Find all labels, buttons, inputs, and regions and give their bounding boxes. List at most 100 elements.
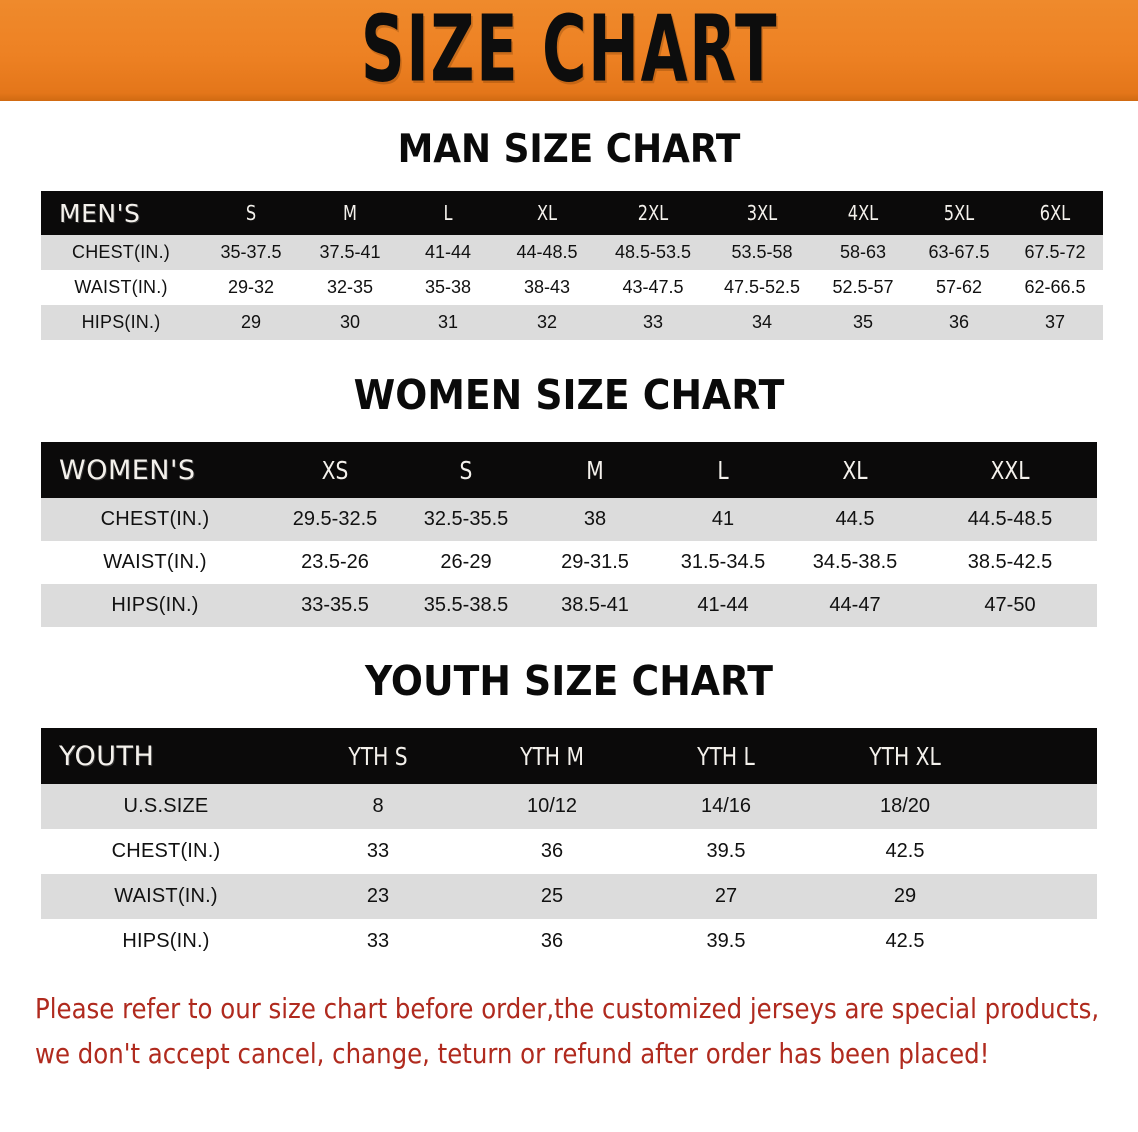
youth-size-column-header: YTH L bbox=[697, 741, 755, 771]
men-size-column-header: 3XL bbox=[746, 201, 778, 225]
men-measurement-cell: 63-67.5 bbox=[928, 242, 990, 262]
youth-cell-spacer bbox=[997, 784, 1097, 829]
women-measurement-cell: 38.5-42.5 bbox=[967, 551, 1053, 573]
women-measurement-cell: 44-47 bbox=[829, 594, 881, 616]
table-row: HIPS(IN.) 33-35.5 35.5-38.5 38.5-41 41-44 44-… bbox=[41, 584, 1097, 627]
men-measurement-cell: 31 bbox=[437, 312, 459, 332]
youth-measurement-cell: 23 bbox=[366, 885, 390, 907]
youth-measurement-cell: 8 bbox=[372, 795, 384, 817]
men-row-label: WAIST(IN.) bbox=[74, 277, 168, 297]
men-measurement-cell: 52.5-57 bbox=[832, 277, 894, 297]
men-measurement-cell: 58-63 bbox=[839, 242, 887, 262]
women-size-column-header: XS bbox=[321, 455, 349, 485]
man-section-title: MAN SIZE CHART bbox=[397, 127, 741, 172]
youth-measurement-cell: 36 bbox=[540, 840, 564, 862]
youth-measurement-cell: 33 bbox=[366, 930, 390, 952]
disclaimer-line-2: we don't accept cancel, change, teturn o… bbox=[35, 1037, 990, 1070]
women-measurement-cell: 33-35.5 bbox=[301, 594, 369, 616]
women-measurement-cell: 41 bbox=[711, 508, 735, 530]
table-row: CHEST(IN.) 33 36 39.5 42.5 bbox=[41, 829, 1097, 874]
women-header-row: WOMEN'S XS S M L XL XXL bbox=[41, 442, 1097, 498]
men-measurement-cell: 32-35 bbox=[326, 277, 374, 297]
men-measurement-cell: 35 bbox=[852, 312, 874, 332]
youth-measurement-cell: 42.5 bbox=[885, 840, 925, 862]
men-row-label: HIPS(IN.) bbox=[81, 312, 161, 332]
men-measurement-cell: 53.5-58 bbox=[731, 242, 793, 262]
table-row: WAIST(IN.) 29-32 32-35 35-38 38-43 43-47.5 47.… bbox=[41, 270, 1103, 305]
women-header-label: WOMEN'S bbox=[59, 454, 196, 486]
youth-measurement-cell: 29 bbox=[893, 885, 917, 907]
youth-measurement-cell: 36 bbox=[540, 930, 564, 952]
men-table-body: MEN'S S M L XL 2XL 3XL 4XL 5XL 6XL CHEST(IN.) 35-37… bbox=[41, 191, 1103, 340]
table-row: WAIST(IN.) 23 25 27 29 bbox=[41, 874, 1097, 919]
men-header-row: MEN'S S M L XL 2XL 3XL 4XL 5XL 6XL bbox=[41, 191, 1103, 235]
women-measurement-cell: 38 bbox=[583, 508, 607, 530]
men-size-column-header: 4XL bbox=[847, 201, 879, 225]
women-row-label: WAIST(IN.) bbox=[103, 551, 207, 573]
women-measurement-cell: 34.5-38.5 bbox=[812, 551, 898, 573]
men-measurement-cell: 35-38 bbox=[424, 277, 472, 297]
women-measurement-cell: 47-50 bbox=[984, 594, 1036, 616]
men-size-column-header: M bbox=[343, 201, 357, 225]
men-measurement-cell: 30 bbox=[339, 312, 361, 332]
women-measurement-cell: 41-44 bbox=[697, 594, 749, 616]
men-header-label: MEN'S bbox=[59, 198, 141, 228]
youth-measurement-cell: 39.5 bbox=[706, 840, 746, 862]
table-row: HIPS(IN.) 29 30 31 32 33 34 35 36 37 bbox=[41, 305, 1103, 340]
youth-header-spacer bbox=[997, 728, 1097, 784]
men-measurement-cell: 41-44 bbox=[424, 242, 472, 262]
youth-measurement-cell: 18/20 bbox=[879, 795, 931, 817]
youth-measurement-cell: 14/16 bbox=[700, 795, 752, 817]
women-measurement-cell: 26-29 bbox=[440, 551, 492, 573]
youth-row-label: U.S.SIZE bbox=[123, 795, 209, 817]
youth-cell-spacer bbox=[997, 874, 1097, 919]
youth-section-title: YOUTH SIZE CHART bbox=[364, 657, 774, 705]
youth-measurement-cell: 33 bbox=[366, 840, 390, 862]
men-size-table: MEN'S S M L XL 2XL 3XL 4XL 5XL 6XL CHEST(IN.) 35-37… bbox=[41, 191, 1103, 340]
table-row: CHEST(IN.) 29.5-32.5 32.5-35.5 38 41 44.5 44.5… bbox=[41, 498, 1097, 541]
youth-size-table-wrap: YOUTH YTH S YTH M YTH L YTH XL U.S.SIZE 8 10/12… bbox=[41, 728, 1097, 964]
men-size-column-header: S bbox=[245, 201, 257, 225]
men-measurement-cell: 37.5-41 bbox=[319, 242, 381, 262]
men-measurement-cell: 37 bbox=[1044, 312, 1066, 332]
women-row-label: HIPS(IN.) bbox=[111, 594, 199, 616]
men-measurement-cell: 29 bbox=[240, 312, 262, 332]
youth-header-label: YOUTH bbox=[59, 740, 155, 772]
table-row: HIPS(IN.) 33 36 39.5 42.5 bbox=[41, 919, 1097, 964]
men-size-column-header: XL bbox=[536, 201, 558, 225]
women-size-column-header: S bbox=[459, 455, 473, 485]
women-size-column-header: XXL bbox=[990, 455, 1030, 485]
men-size-column-header: 2XL bbox=[637, 201, 669, 225]
men-measurement-cell: 67.5-72 bbox=[1024, 242, 1086, 262]
men-measurement-cell: 34 bbox=[751, 312, 773, 332]
youth-measurement-cell: 10/12 bbox=[526, 795, 578, 817]
women-size-column-header: XL bbox=[842, 455, 868, 485]
men-measurement-cell: 43-47.5 bbox=[622, 277, 684, 297]
women-measurement-cell: 35.5-38.5 bbox=[423, 594, 509, 616]
women-measurement-cell: 44.5 bbox=[835, 508, 875, 530]
women-measurement-cell: 32.5-35.5 bbox=[423, 508, 509, 530]
women-size-column-header: M bbox=[586, 455, 604, 485]
women-measurement-cell: 29-31.5 bbox=[561, 551, 629, 573]
youth-size-table: YOUTH YTH S YTH M YTH L YTH XL U.S.SIZE 8 10/12… bbox=[41, 728, 1097, 964]
women-measurement-cell: 44.5-48.5 bbox=[967, 508, 1053, 530]
youth-size-column-header: YTH XL bbox=[869, 741, 941, 771]
women-size-table: WOMEN'S XS S M L XL XXL CHEST(IN.) 29.5-32.5 32.5… bbox=[41, 442, 1097, 627]
men-measurement-cell: 29-32 bbox=[227, 277, 275, 297]
women-measurement-cell: 38.5-41 bbox=[561, 594, 629, 616]
women-measurement-cell: 23.5-26 bbox=[301, 551, 369, 573]
youth-measurement-cell: 42.5 bbox=[885, 930, 925, 952]
men-measurement-cell: 38-43 bbox=[523, 277, 571, 297]
table-row: WAIST(IN.) 23.5-26 26-29 29-31.5 31.5-34.5 34… bbox=[41, 541, 1097, 584]
men-measurement-cell: 44-48.5 bbox=[516, 242, 578, 262]
table-row: U.S.SIZE 8 10/12 14/16 18/20 bbox=[41, 784, 1097, 829]
youth-cell-spacer bbox=[997, 919, 1097, 964]
youth-measurement-cell: 25 bbox=[540, 885, 564, 907]
disclaimer-line-1: Please refer to our size chart before or… bbox=[35, 992, 1100, 1025]
women-measurement-cell: 29.5-32.5 bbox=[292, 508, 378, 530]
women-row-label: CHEST(IN.) bbox=[100, 508, 210, 530]
youth-size-column-header: YTH M bbox=[520, 741, 584, 771]
youth-size-column-header: YTH S bbox=[348, 741, 408, 771]
women-section-title: WOMEN SIZE CHART bbox=[353, 371, 785, 419]
men-size-column-header: 6XL bbox=[1039, 201, 1071, 225]
